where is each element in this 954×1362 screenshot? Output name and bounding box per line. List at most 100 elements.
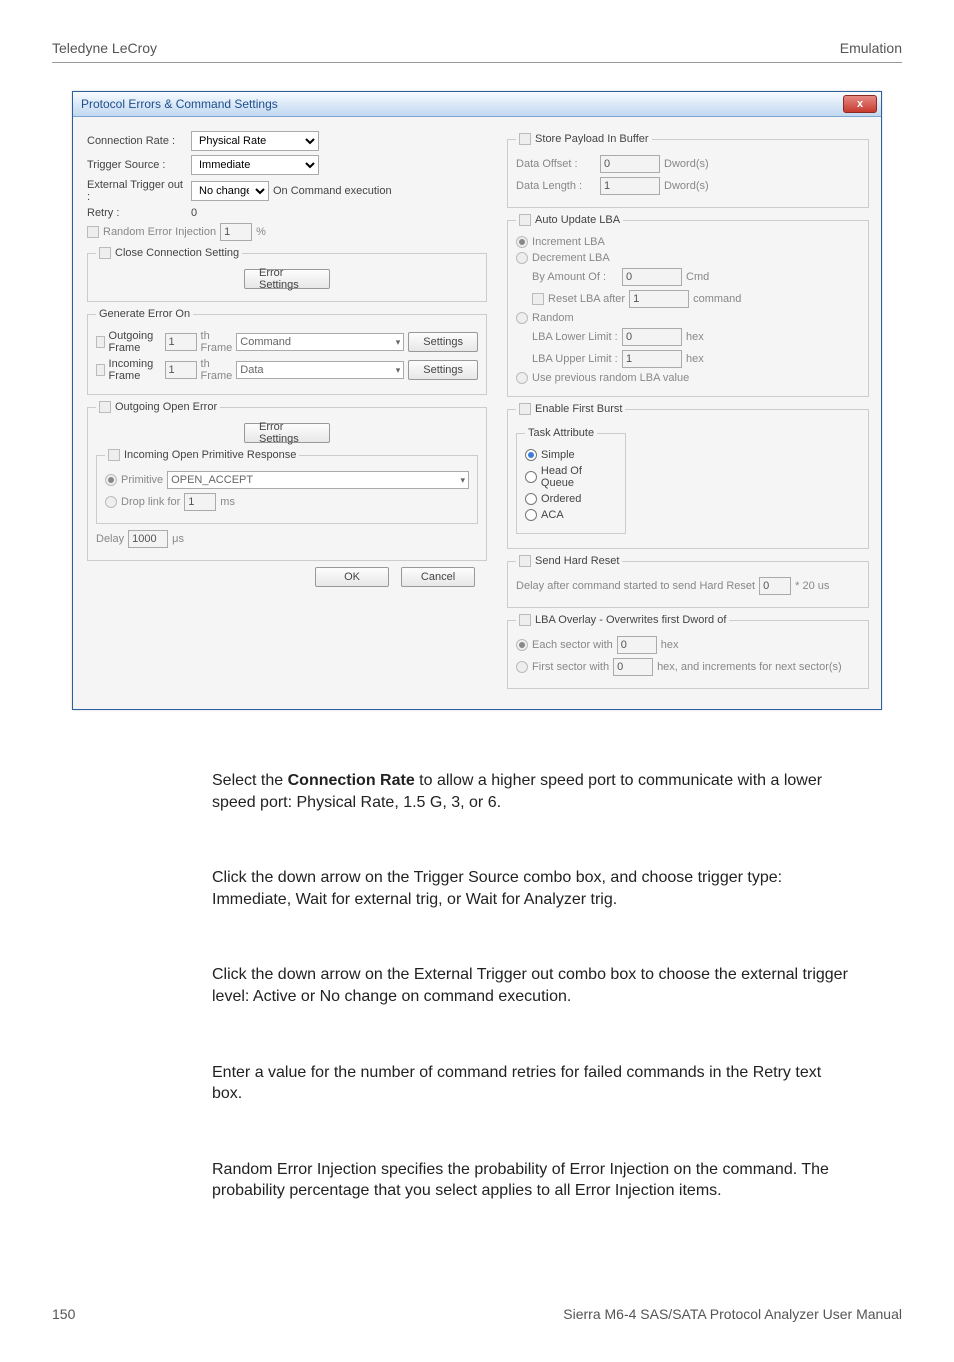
cmd-label: Cmd	[686, 271, 709, 283]
reset-lba-label: Reset LBA after	[548, 293, 625, 305]
cancel-button[interactable]: Cancel	[401, 567, 475, 587]
hex-3: hex	[661, 639, 679, 651]
droplink-input[interactable]	[184, 493, 216, 511]
use-prev-radio[interactable]	[516, 372, 528, 384]
hex-1: hex	[686, 331, 704, 343]
trigger-source-label: Trigger Source :	[87, 159, 187, 171]
incoming-frame-checkbox[interactable]	[96, 364, 105, 376]
hex-2: hex	[686, 353, 704, 365]
manual-title: Sierra M6-4 SAS/SATA Protocol Analyzer U…	[563, 1306, 902, 1322]
random-radio[interactable]	[516, 312, 528, 324]
on-command-label: On Command execution	[273, 185, 392, 197]
ms-label: ms	[220, 496, 235, 508]
open-error-checkbox[interactable]	[99, 401, 111, 413]
ext-trigger-select[interactable]: No change	[191, 181, 269, 201]
first-sector-input[interactable]	[613, 658, 653, 676]
open-error-label: Outgoing Open Error	[115, 401, 217, 413]
outgoing-frame-label: Outgoing Frame	[109, 330, 161, 354]
data-length-label: Data Length :	[516, 180, 596, 192]
first-burst-checkbox[interactable]	[519, 403, 531, 415]
increment-lba-label: Increment LBA	[532, 236, 605, 248]
outgoing-type-combo[interactable]: Command▾	[236, 333, 404, 351]
headq-radio[interactable]	[525, 471, 537, 483]
data-offset-input[interactable]	[600, 155, 660, 173]
simple-label: Simple	[541, 449, 575, 461]
outgoing-frame-checkbox[interactable]	[96, 336, 105, 348]
hr-delay-label: Delay after command started to send Hard…	[516, 580, 755, 592]
generate-error-label: Generate Error On	[96, 308, 193, 320]
outgoing-frame-input[interactable]	[165, 333, 197, 351]
incoming-response-label: Incoming Open Primitive Response	[124, 449, 296, 461]
hr-unit: * 20 us	[795, 580, 829, 592]
header-right: Emulation	[840, 40, 902, 56]
close-connection-checkbox[interactable]	[99, 247, 111, 259]
lba-overlay-label: LBA Overlay - Overwrites first Dword of	[535, 614, 726, 626]
lba-upper-label: LBA Upper Limit :	[532, 353, 618, 365]
incoming-response-checkbox[interactable]	[108, 449, 120, 461]
incoming-frame-input[interactable]	[165, 361, 197, 379]
random-error-input[interactable]	[220, 223, 252, 241]
primitive-combo[interactable]: OPEN_ACCEPT▾	[167, 471, 469, 489]
primitive-label: Primitive	[121, 474, 163, 486]
page-header: Teledyne LeCroy Emulation	[52, 40, 902, 63]
delay-input[interactable]	[128, 530, 168, 548]
lba-lower-label: LBA Lower Limit :	[532, 331, 618, 343]
hr-input[interactable]	[759, 577, 791, 595]
hard-reset-label: Send Hard Reset	[535, 555, 619, 567]
incoming-response-group: Incoming Open Primitive Response Primiti…	[96, 449, 478, 524]
random-error-label: Random Error Injection	[103, 226, 216, 238]
task-attr-label: Task Attribute	[525, 427, 597, 439]
ok-button[interactable]: OK	[315, 567, 389, 587]
lba-overlay-group: LBA Overlay - Overwrites first Dword of …	[507, 614, 869, 689]
error-settings-button-1[interactable]: Error Settings	[244, 269, 330, 289]
auto-lba-checkbox[interactable]	[519, 214, 531, 226]
lba-lower-input[interactable]	[622, 328, 682, 346]
close-button[interactable]: x	[843, 95, 877, 113]
each-sector-radio[interactable]	[516, 639, 528, 651]
primitive-radio[interactable]	[105, 474, 117, 486]
data-length-input[interactable]	[600, 177, 660, 195]
ordered-radio[interactable]	[525, 493, 537, 505]
first-sector-radio[interactable]	[516, 661, 528, 673]
random-label: Random	[532, 312, 574, 324]
lba-upper-input[interactable]	[622, 350, 682, 368]
reset-lba-input[interactable]	[629, 290, 689, 308]
random-error-checkbox[interactable]	[87, 226, 99, 238]
store-payload-group: Store Payload In Buffer Data Offset : Dw…	[507, 133, 869, 208]
by-amount-input[interactable]	[622, 268, 682, 286]
titlebar: Protocol Errors & Command Settings x	[73, 92, 881, 117]
first-sector-label: First sector with	[532, 661, 609, 673]
each-sector-input[interactable]	[617, 636, 657, 654]
each-sector-label: Each sector with	[532, 639, 613, 651]
incoming-frame-label: Incoming Frame	[109, 358, 161, 382]
connection-rate-select[interactable]: Physical Rate	[191, 131, 319, 151]
settings-button-2[interactable]: Settings	[408, 360, 478, 380]
page-number: 150	[52, 1306, 75, 1322]
hex-inc: hex, and increments for next sector(s)	[657, 661, 842, 673]
us-label: μs	[172, 533, 184, 545]
lba-overlay-checkbox[interactable]	[519, 614, 531, 626]
retry-value: 0	[191, 207, 261, 219]
reset-lba-checkbox[interactable]	[532, 293, 544, 305]
store-payload-checkbox[interactable]	[519, 133, 531, 145]
droplink-label: Drop link for	[121, 496, 180, 508]
aca-radio[interactable]	[525, 509, 537, 521]
task-attr-group: Task Attribute Simple Head Of Queue Orde…	[516, 427, 626, 534]
retry-label: Retry :	[87, 207, 187, 219]
decrement-lba-radio[interactable]	[516, 252, 528, 264]
close-connection-group: Close Connection Setting Error Settings	[87, 247, 487, 302]
increment-lba-radio[interactable]	[516, 236, 528, 248]
use-prev-label: Use previous random LBA value	[532, 372, 689, 384]
dwords-1: Dword(s)	[664, 158, 709, 170]
percent-label: %	[256, 226, 266, 238]
settings-button-1[interactable]: Settings	[408, 332, 478, 352]
error-settings-button-2[interactable]: Error Settings	[244, 423, 330, 443]
incoming-type-combo[interactable]: Data▾	[236, 361, 404, 379]
data-offset-label: Data Offset :	[516, 158, 596, 170]
trigger-source-select[interactable]: Immediate	[191, 155, 319, 175]
store-payload-label: Store Payload In Buffer	[535, 133, 649, 145]
hard-reset-checkbox[interactable]	[519, 555, 531, 567]
droplink-radio[interactable]	[105, 496, 117, 508]
simple-radio[interactable]	[525, 449, 537, 461]
th-frame-1: th Frame	[201, 330, 233, 354]
